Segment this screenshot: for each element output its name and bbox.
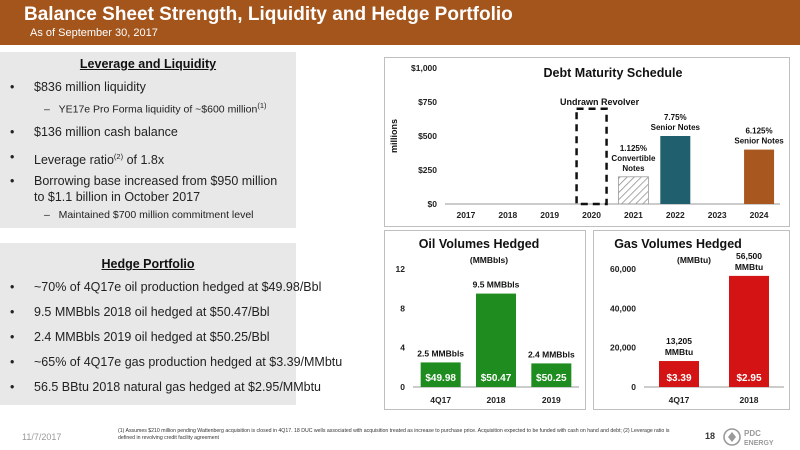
price-label: $50.25: [536, 373, 567, 384]
pdc-energy-logo: PDC ENERGY: [722, 426, 792, 450]
bar-label: Notes: [622, 164, 645, 173]
x-tick-label: 2019: [540, 210, 559, 220]
bar-2018: [476, 293, 516, 387]
bar-2022: [660, 136, 691, 204]
price-label: $49.98: [425, 373, 456, 384]
bar-label: 1.125%: [620, 144, 647, 153]
bar-undrawn-revolver: [575, 107, 608, 206]
x-tick-label: 2023: [708, 210, 727, 220]
bar-2024: [744, 149, 775, 204]
bar-label: 7.75%: [664, 113, 687, 122]
y-tick-label: $250: [418, 165, 437, 175]
chart-unit: (MMBtu): [677, 255, 711, 265]
value-label: MMBtu: [665, 347, 693, 357]
y-tick-label: 0: [400, 382, 405, 392]
value-label: 13,205: [666, 336, 692, 346]
y-tick-label: 4: [400, 343, 405, 353]
bullet-dot: •: [10, 150, 15, 164]
x-tick-label: 2021: [624, 210, 643, 220]
leverage-heading: Leverage and Liquidity: [79, 57, 217, 71]
hedge-heading: Hedge Portfolio: [101, 257, 195, 271]
gas-volumes-chart: Gas Volumes Hedged (MMBtu) 0 20,000 40,000 60…: [593, 230, 790, 410]
x-tick-label: 2022: [666, 210, 685, 220]
footnote: (1) Assumes $210 million pending Wattenb…: [118, 428, 670, 441]
price-label: $3.39: [666, 373, 691, 384]
leverage-panel: Leverage and Liquidity • $836 million li…: [0, 52, 296, 228]
gas-volumes-svg: Gas Volumes Hedged (MMBtu) 0 20,000 40,000 60…: [610, 237, 784, 405]
x-tick-label: 4Q17: [430, 395, 451, 405]
x-tick-label: 2018: [487, 395, 506, 405]
y-tick-label: $1,000: [411, 63, 437, 73]
y-tick-label: 20,000: [610, 343, 636, 353]
chart-unit: (MMBbls): [470, 255, 508, 265]
y-tick-label: 60,000: [610, 264, 636, 274]
x-tick-label: 2024: [750, 210, 769, 220]
value-label: 2.5 MMBbls: [417, 348, 464, 358]
bullet-dot: •: [10, 174, 15, 188]
y-tick-label: 8: [400, 303, 405, 313]
chart-title: Oil Volumes Hedged: [419, 237, 540, 251]
bar-4Q17: [659, 361, 699, 387]
bar-4Q17: [420, 362, 461, 387]
value-label: 9.5 MMBbls: [473, 280, 520, 290]
x-tick-label: 4Q17: [669, 395, 690, 405]
bar-label: Undrawn Revolver: [560, 97, 640, 107]
bar-2019: [531, 363, 572, 387]
slide-subtitle: As of September 30, 2017: [30, 27, 158, 39]
bar-label: 6.125%: [745, 127, 772, 136]
oil-volumes-svg: Oil Volumes Hedged (MMBbls) 0 4 8 12 $49.98 2.5…: [396, 237, 579, 405]
slide-title: Balance Sheet Strength, Liquidity and He…: [24, 4, 513, 25]
y-tick-label: 40,000: [610, 303, 636, 313]
bullet-dot: •: [10, 125, 15, 139]
y-axis-label: millions: [389, 119, 399, 153]
x-tick-label: 2018: [740, 395, 759, 405]
y-tick-label: $0: [428, 199, 438, 209]
sub-bullet-commitment: – Maintained $700 million commitment lev…: [44, 209, 254, 221]
price-label: $50.47: [481, 373, 512, 384]
y-tick-label: $750: [418, 97, 437, 107]
bar-label: Convertible: [611, 154, 656, 163]
y-tick-label: $500: [418, 131, 437, 141]
bar-label: Senior Notes: [734, 137, 784, 146]
y-tick-label: 12: [396, 264, 406, 274]
svg-text:PDC: PDC: [744, 429, 761, 438]
hedge-panel: Hedge Portfolio • ~70% of 4Q17e oil produ…: [0, 243, 342, 405]
debt-maturity-chart: Debt Maturity Schedule millions $0 $250 $500…: [384, 57, 790, 227]
value-label: MMBtu: [735, 262, 763, 272]
footer-date: 11/7/2017: [22, 432, 62, 442]
x-tick-label: 2019: [542, 395, 561, 405]
oil-volumes-chart: Oil Volumes Hedged (MMBbls) 0 4 8 12 $49.98 2.5…: [384, 230, 586, 410]
sub-bullet-pro-forma: – YE17e Pro Forma liquidity of ~$600 mil…: [44, 101, 267, 116]
header-bar: Balance Sheet Strength, Liquidity and He…: [0, 0, 800, 45]
x-tick-label: 2020: [582, 210, 601, 220]
chart-title: Gas Volumes Hedged: [614, 237, 742, 251]
x-tick-label: 2017: [456, 210, 475, 220]
bar-2021: [618, 176, 649, 205]
y-tick-label: 0: [631, 382, 636, 392]
price-label: $2.95: [736, 373, 761, 384]
value-label: 2.4 MMBbls: [528, 349, 575, 359]
bullet-dot: •: [10, 80, 15, 94]
debt-maturity-svg: Debt Maturity Schedule millions $0 $250 $500…: [389, 63, 784, 220]
x-tick-label: 2018: [498, 210, 517, 220]
svg-text:ENERGY: ENERGY: [744, 440, 774, 447]
bar-2018: [729, 275, 769, 387]
value-label: 56,500: [736, 251, 762, 261]
bar-label: Senior Notes: [651, 123, 701, 132]
chart-title: Debt Maturity Schedule: [544, 66, 683, 80]
page-number: 18: [705, 431, 716, 441]
